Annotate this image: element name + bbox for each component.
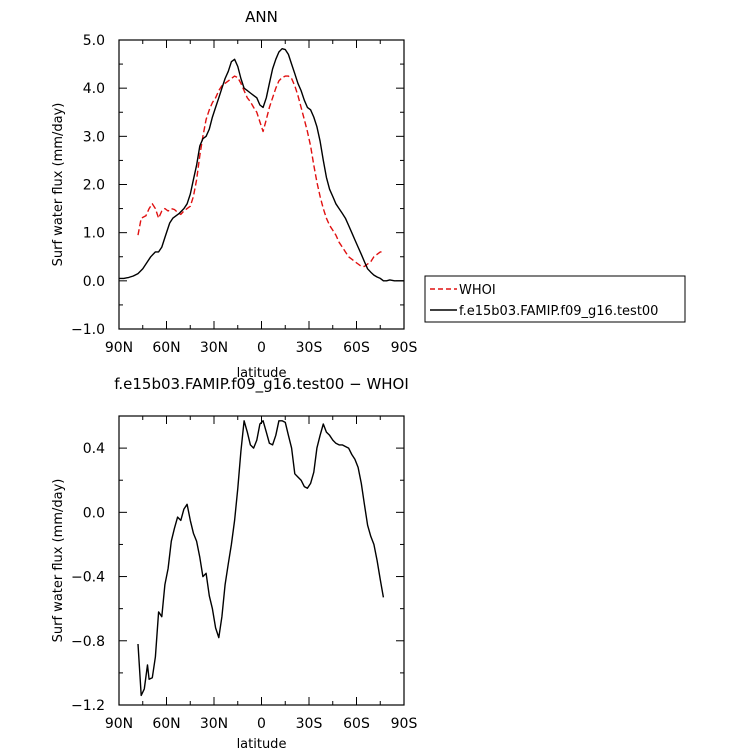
y-tick-label: 3.0 bbox=[83, 129, 105, 145]
legend-label-0: WHOI bbox=[459, 283, 496, 298]
x-axis-label: latitude bbox=[237, 366, 287, 381]
x-tick-label: 30S bbox=[296, 716, 323, 732]
plot-frame-1 bbox=[118, 415, 405, 706]
x-tick-label: 90S bbox=[391, 340, 418, 356]
y-tick-label: −0.4 bbox=[71, 570, 105, 586]
series-line-0-1 bbox=[119, 48, 404, 282]
y-tick-label: 2.0 bbox=[83, 178, 105, 194]
series-line-1-0 bbox=[137, 420, 385, 697]
y-tick-label: −1.0 bbox=[71, 322, 105, 338]
x-tick-label: 0 bbox=[257, 716, 266, 732]
y-tick-label: 0.4 bbox=[83, 441, 105, 457]
series-line-0-0 bbox=[137, 75, 384, 268]
y-tick-label: 0.0 bbox=[83, 274, 105, 290]
y-tick-label: −0.8 bbox=[71, 634, 105, 650]
legend-box bbox=[424, 275, 686, 323]
x-tick-label: 30N bbox=[200, 340, 228, 356]
chart-title: f.e15b03.FAMIP.f09_g16.test00 − WHOI bbox=[114, 375, 409, 394]
legend-label-1: f.e15b03.FAMIP.f09_g16.test00 bbox=[459, 304, 658, 319]
x-tick-label: 60N bbox=[152, 340, 180, 356]
x-tick-label: 60S bbox=[343, 340, 370, 356]
x-tick-label: 30S bbox=[296, 340, 323, 356]
y-tick-label: −1.2 bbox=[71, 698, 105, 714]
x-axis-label: latitude bbox=[237, 737, 287, 752]
plot-frame-0 bbox=[118, 39, 405, 330]
y-tick-label: 0.0 bbox=[83, 505, 105, 521]
y-axis-label: Surf water flux (mm/day) bbox=[51, 103, 66, 267]
x-tick-label: 90N bbox=[105, 716, 133, 732]
x-tick-label: 60N bbox=[152, 716, 180, 732]
x-tick-label: 90S bbox=[391, 716, 418, 732]
x-tick-label: 60S bbox=[343, 716, 370, 732]
y-tick-label: 1.0 bbox=[83, 226, 105, 242]
y-tick-label: 5.0 bbox=[83, 33, 105, 49]
x-tick-label: 90N bbox=[105, 340, 133, 356]
x-tick-label: 0 bbox=[257, 340, 266, 356]
y-axis-label: Surf water flux (mm/day) bbox=[51, 479, 66, 643]
x-tick-label: 30N bbox=[200, 716, 228, 732]
chart-title: ANN bbox=[245, 8, 278, 26]
y-tick-label: 4.0 bbox=[83, 81, 105, 97]
